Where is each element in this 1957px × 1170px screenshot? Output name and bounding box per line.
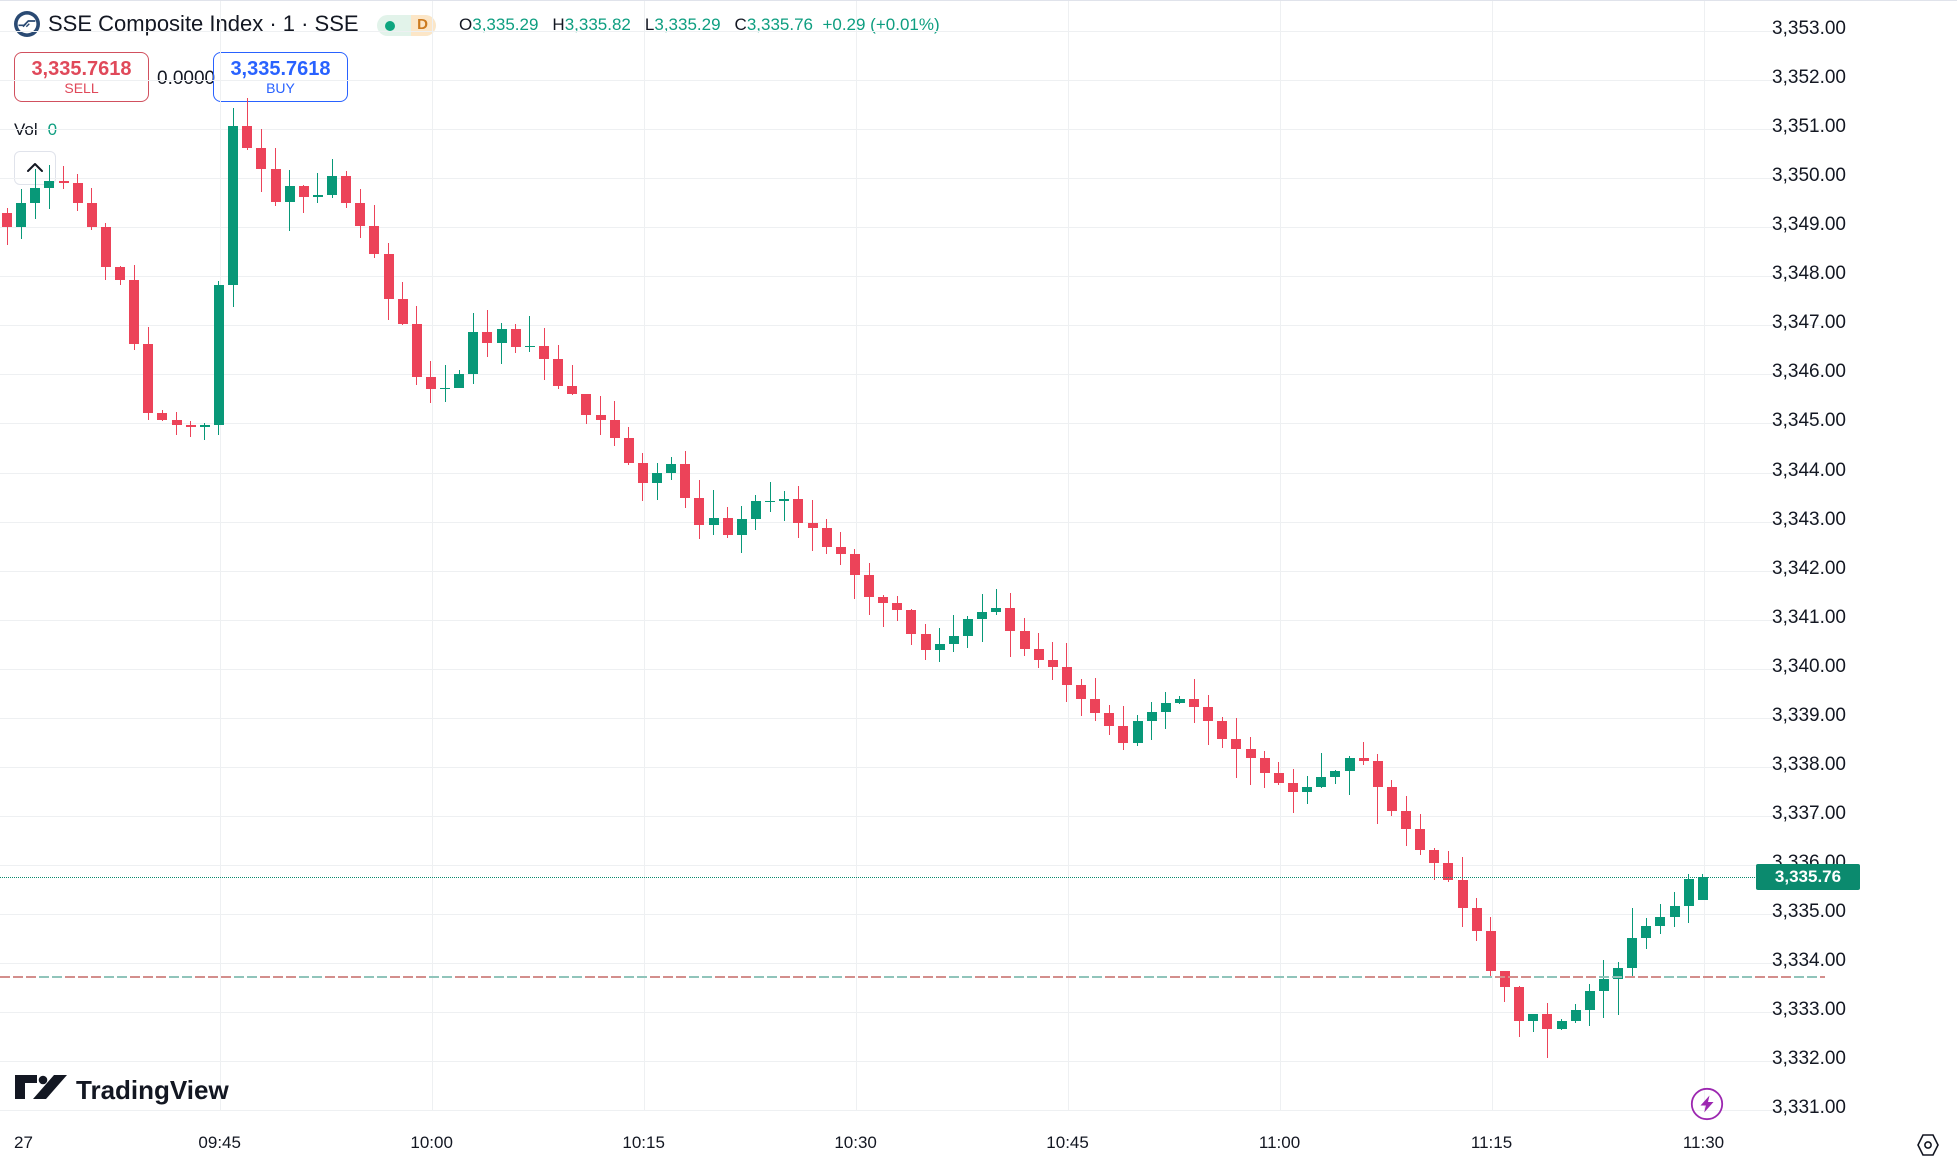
svg-text:TradingView: TradingView xyxy=(76,1075,229,1105)
